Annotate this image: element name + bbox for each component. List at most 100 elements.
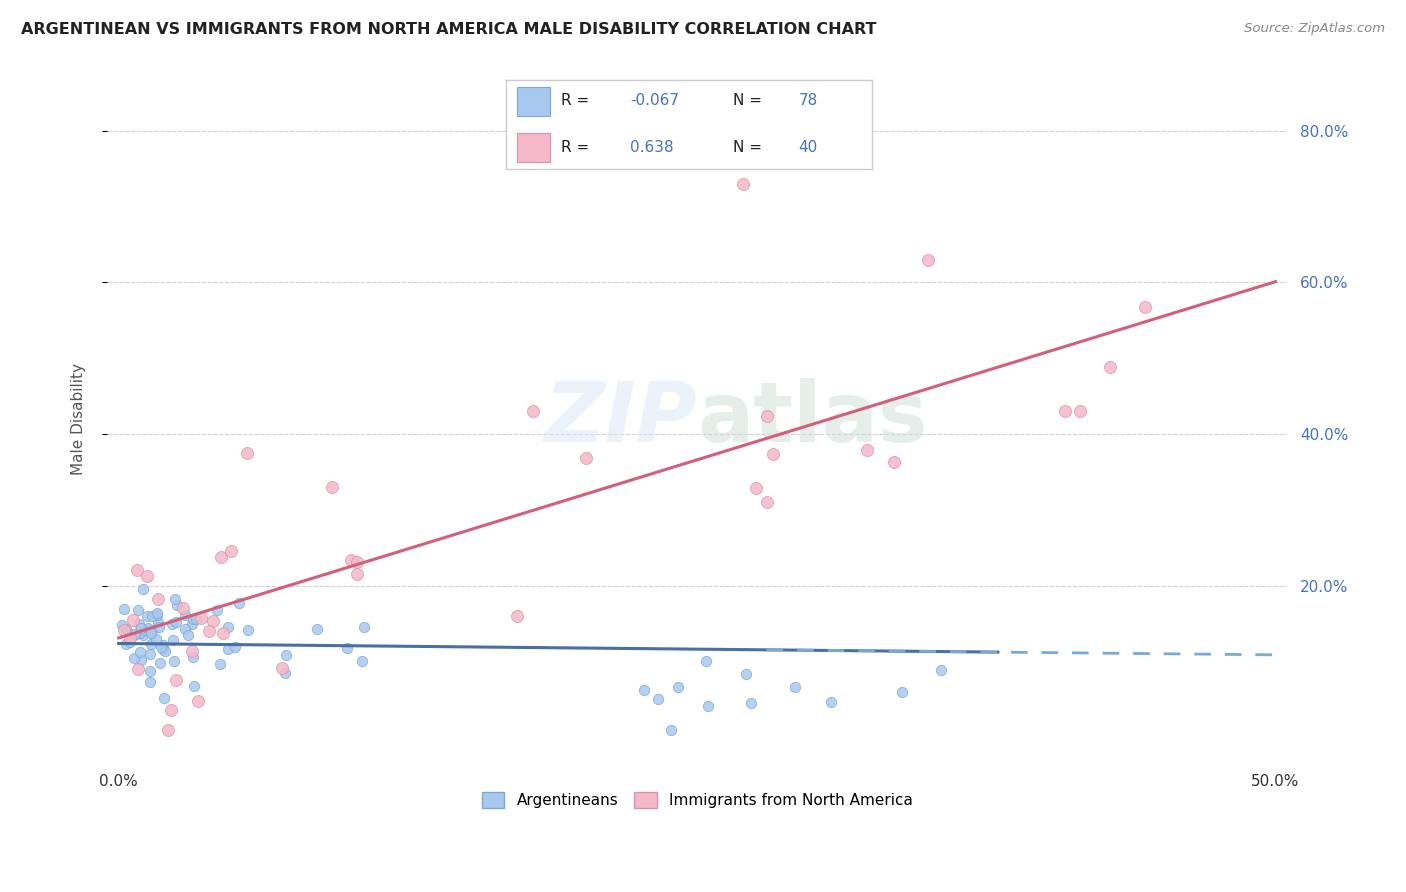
Point — [141, 623, 163, 637]
Point — [145, 632, 167, 646]
Point — [212, 626, 235, 640]
Point — [198, 624, 221, 639]
Text: ARGENTINEAN VS IMMIGRANTS FROM NORTH AMERICA MALE DISABILITY CORRELATION CHART: ARGENTINEAN VS IMMIGRANTS FROM NORTH AME… — [21, 22, 876, 37]
Point — [1069, 404, 1091, 418]
Point — [209, 550, 232, 565]
Point — [659, 723, 682, 737]
Point — [127, 662, 149, 676]
Point — [274, 648, 297, 662]
Point — [336, 641, 359, 656]
Point — [217, 642, 239, 657]
Text: R =: R = — [561, 140, 595, 154]
Point — [136, 608, 159, 623]
Point — [820, 695, 842, 709]
Point — [181, 612, 204, 626]
Point — [350, 654, 373, 668]
Point — [153, 691, 176, 706]
Point — [145, 606, 167, 620]
Point — [522, 404, 544, 418]
Text: 40: 40 — [799, 140, 818, 154]
Point — [111, 617, 134, 632]
Point — [346, 555, 368, 569]
Point — [181, 649, 204, 664]
Point — [340, 553, 363, 567]
Point — [118, 632, 141, 646]
Point — [205, 603, 228, 617]
Point — [274, 666, 297, 681]
Point — [219, 543, 242, 558]
Y-axis label: Male Disability: Male Disability — [72, 363, 86, 475]
Point — [228, 596, 250, 610]
Point — [756, 409, 779, 423]
Point — [224, 640, 246, 655]
Point — [139, 637, 162, 651]
Point — [633, 683, 655, 698]
Point — [122, 650, 145, 665]
Point — [174, 622, 197, 636]
Point — [165, 673, 187, 688]
Point — [148, 592, 170, 607]
Point — [146, 615, 169, 629]
Point — [129, 645, 152, 659]
Point — [745, 481, 768, 495]
Point — [139, 626, 162, 640]
Point — [149, 657, 172, 671]
Point — [217, 620, 239, 634]
Point — [136, 621, 159, 635]
Point — [755, 495, 778, 509]
Point — [1099, 359, 1122, 374]
Point — [165, 592, 187, 607]
Point — [157, 723, 180, 737]
Point — [187, 693, 209, 707]
Text: N =: N = — [733, 94, 766, 108]
Point — [890, 684, 912, 698]
Point — [132, 582, 155, 596]
Point — [132, 628, 155, 642]
Point — [176, 628, 198, 642]
Point — [575, 451, 598, 466]
Point — [115, 622, 138, 636]
Point — [152, 641, 174, 656]
Point — [270, 661, 292, 675]
Point — [127, 603, 149, 617]
Text: N =: N = — [733, 140, 766, 154]
Point — [181, 617, 204, 632]
Point — [139, 647, 162, 661]
Text: ZIP: ZIP — [544, 378, 697, 459]
Point — [647, 691, 669, 706]
Point — [160, 616, 183, 631]
Point — [236, 446, 259, 460]
Point — [929, 663, 952, 677]
Point — [173, 608, 195, 623]
Point — [180, 644, 202, 658]
Point — [112, 602, 135, 616]
Point — [1133, 300, 1156, 314]
Point — [346, 567, 368, 582]
Point — [883, 455, 905, 469]
Point — [172, 601, 194, 615]
Point — [114, 636, 136, 650]
Point — [129, 653, 152, 667]
Point — [120, 635, 142, 649]
Point — [128, 625, 150, 640]
Point — [201, 614, 224, 628]
Point — [762, 447, 785, 461]
Point — [305, 623, 328, 637]
Point — [141, 625, 163, 640]
Point — [856, 443, 879, 458]
FancyBboxPatch shape — [517, 133, 550, 162]
Point — [135, 568, 157, 582]
Point — [148, 620, 170, 634]
Point — [506, 608, 529, 623]
Point — [733, 177, 755, 191]
Point — [321, 480, 343, 494]
Point — [917, 252, 939, 267]
Point — [734, 666, 756, 681]
Point — [114, 623, 136, 637]
Point — [184, 612, 207, 626]
Point — [124, 626, 146, 640]
Point — [150, 640, 173, 655]
Point — [152, 638, 174, 652]
FancyBboxPatch shape — [517, 87, 550, 116]
Point — [141, 609, 163, 624]
